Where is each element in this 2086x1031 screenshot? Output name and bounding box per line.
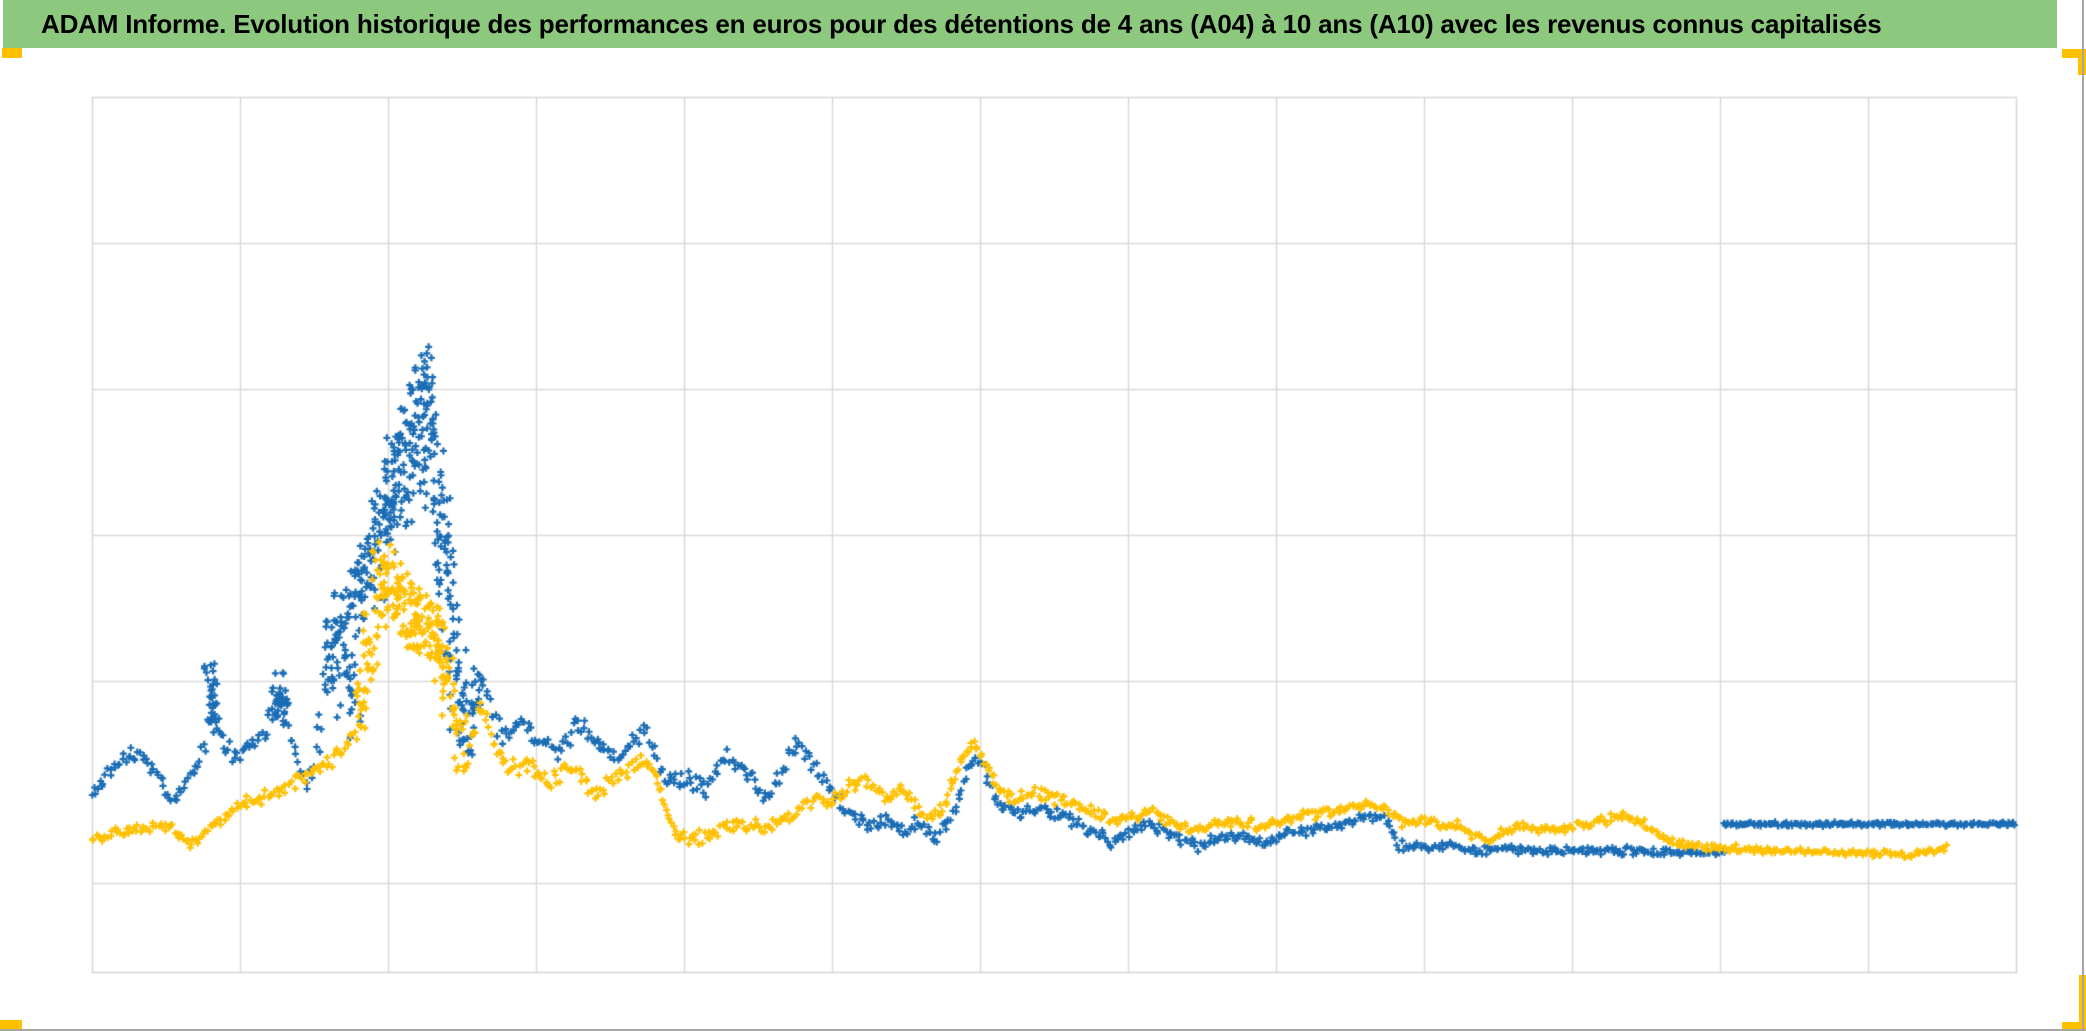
gold-accent-top-right-horizontal bbox=[2062, 49, 2086, 58]
gold-accent-top-left bbox=[2, 48, 22, 58]
page-title: ADAM Informe. Evolution historique des p… bbox=[41, 8, 1882, 39]
gold-accent-bottom-left bbox=[0, 1020, 22, 1029]
slide-border-bottom bbox=[0, 1029, 2086, 1031]
slide-border-right bbox=[2082, 0, 2084, 1031]
gold-accent-bottom-right-horizontal bbox=[2062, 1022, 2086, 1030]
title-bar: ADAM Informe. Evolution historique des p… bbox=[3, 0, 2057, 48]
